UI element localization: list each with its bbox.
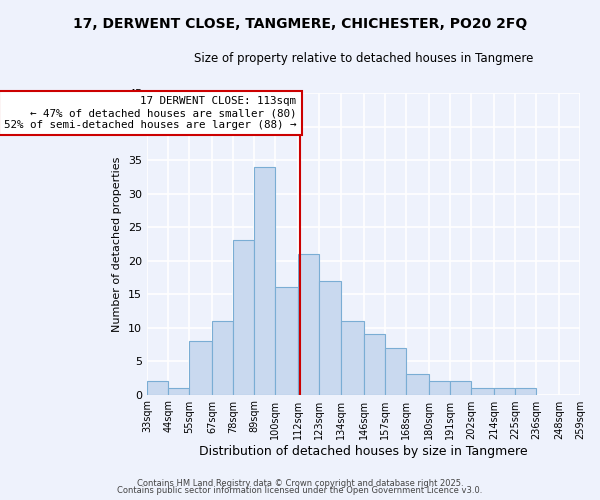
Title: Size of property relative to detached houses in Tangmere: Size of property relative to detached ho… [194,52,533,66]
Text: 17 DERWENT CLOSE: 113sqm
← 47% of detached houses are smaller (80)
52% of semi-d: 17 DERWENT CLOSE: 113sqm ← 47% of detach… [4,96,296,130]
Bar [341,321,364,394]
Bar [471,388,494,394]
Bar [189,341,212,394]
Text: 17, DERWENT CLOSE, TANGMERE, CHICHESTER, PO20 2FQ: 17, DERWENT CLOSE, TANGMERE, CHICHESTER,… [73,18,527,32]
Bar [406,374,428,394]
Bar [494,388,515,394]
Text: Contains HM Land Registry data © Crown copyright and database right 2025.: Contains HM Land Registry data © Crown c… [137,478,463,488]
Bar [319,280,341,394]
Bar [364,334,385,394]
Bar [450,381,471,394]
Bar [515,388,536,394]
Bar [168,388,189,394]
Text: Contains public sector information licensed under the Open Government Licence v3: Contains public sector information licen… [118,486,482,495]
Bar [212,321,233,394]
Bar [385,348,406,395]
X-axis label: Distribution of detached houses by size in Tangmere: Distribution of detached houses by size … [199,444,528,458]
Y-axis label: Number of detached properties: Number of detached properties [112,156,122,332]
Bar [298,254,319,394]
Bar [428,381,450,394]
Bar [275,288,298,395]
Bar [147,381,168,394]
Bar [254,167,275,394]
Bar [233,240,254,394]
